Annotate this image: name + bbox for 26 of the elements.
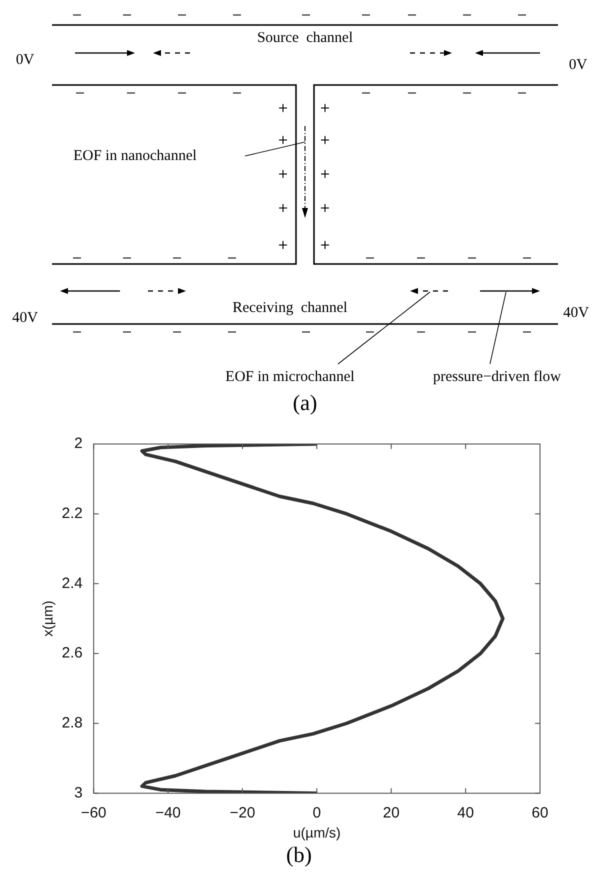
x-tick-label: 40 xyxy=(457,804,474,822)
x-axis-title: u(µm/s) xyxy=(292,824,341,840)
y-tick-label: 2.8 xyxy=(62,714,83,732)
x-tick-label: −60 xyxy=(80,804,106,822)
text: pressure−driven flow xyxy=(432,369,562,385)
text: 0V xyxy=(16,52,34,68)
y-tick-label: 2.4 xyxy=(62,574,83,592)
x-tick-label: 20 xyxy=(382,804,400,822)
text: 40V xyxy=(563,305,590,321)
x-tick-label: −40 xyxy=(155,804,181,822)
text: Receiving channel xyxy=(232,300,348,316)
y-tick-label: 2.6 xyxy=(62,644,83,662)
text: 0V xyxy=(568,57,588,73)
text: EOF in nanochannel xyxy=(73,148,197,164)
y-tick-label: 2.2 xyxy=(62,504,83,522)
text: (a) xyxy=(292,390,318,415)
text: (b) xyxy=(285,842,313,868)
x-tick-label: 0 xyxy=(312,804,321,822)
y-axis-title: x(µm) xyxy=(39,600,56,637)
text: 40V xyxy=(12,310,38,326)
text: EOF in microchannel xyxy=(225,369,355,385)
y-tick-label: 2 xyxy=(74,435,83,452)
source-note: Source channel xyxy=(257,30,353,46)
x-tick-label: −20 xyxy=(230,804,256,822)
y-tick-label: 3 xyxy=(74,784,83,802)
x-tick-label: 60 xyxy=(532,804,548,822)
